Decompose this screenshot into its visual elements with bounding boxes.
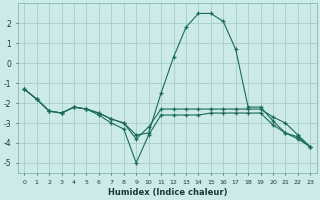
X-axis label: Humidex (Indice chaleur): Humidex (Indice chaleur) <box>108 188 227 197</box>
